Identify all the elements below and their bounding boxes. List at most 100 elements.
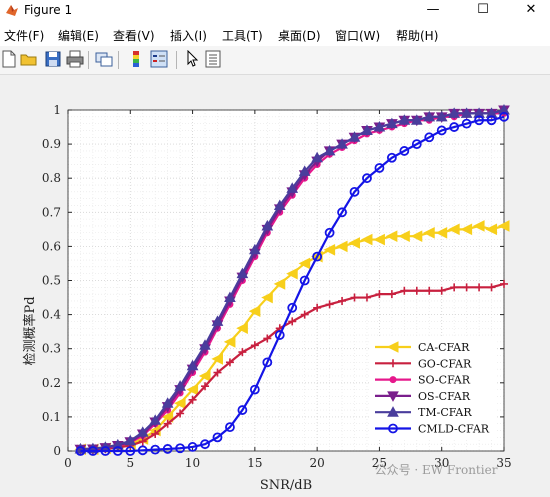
data-point — [485, 223, 498, 236]
data-point — [411, 139, 422, 149]
y-tick-label: 0.1 — [42, 410, 61, 424]
data-point — [375, 290, 384, 299]
data-point — [286, 182, 299, 193]
data-point — [436, 125, 447, 136]
data-point — [423, 110, 436, 122]
x-tick-label: 30 — [434, 456, 449, 470]
legend-marker — [386, 341, 399, 353]
data-point — [186, 383, 199, 396]
x-tick-label: 35 — [496, 456, 511, 470]
menu-insert[interactable]: 插入(I) — [170, 29, 207, 43]
legend-entry: SO-CFAR — [375, 374, 471, 387]
data-point — [112, 446, 123, 456]
data-point — [437, 286, 446, 295]
data-point — [425, 286, 434, 295]
legend-entry: GO-CFAR — [375, 357, 472, 370]
data-point — [211, 315, 224, 326]
y-tick-label: 0.8 — [42, 171, 61, 185]
x-tick-label: 20 — [310, 456, 325, 470]
data-point — [386, 117, 398, 129]
data-point — [410, 114, 423, 125]
save-icon[interactable] — [44, 50, 62, 68]
data-point — [348, 237, 361, 249]
link-plot-icon[interactable] — [95, 50, 113, 68]
legend-entry: CMLD-CFAR — [375, 423, 490, 436]
data-point — [225, 358, 234, 367]
data-point — [499, 111, 509, 122]
property-editor-icon[interactable] — [204, 50, 222, 68]
data-point — [298, 257, 311, 270]
data-point — [236, 322, 248, 335]
data-point — [485, 107, 498, 118]
data-point — [75, 446, 86, 456]
data-point — [238, 348, 247, 357]
maximize-button[interactable]: ☐ — [477, 2, 489, 17]
menu-desktop[interactable]: 桌面(D) — [278, 29, 321, 43]
series-cmld-cfar — [75, 111, 509, 456]
data-point — [350, 293, 359, 302]
data-point — [149, 414, 162, 425]
data-point — [473, 107, 485, 118]
data-point — [423, 226, 435, 239]
menu-file[interactable]: 文件(F) — [4, 29, 45, 43]
data-point — [435, 110, 448, 122]
y-tick-label: 1 — [53, 103, 61, 117]
data-point — [487, 283, 496, 292]
data-point — [212, 432, 223, 443]
data-point — [249, 243, 261, 255]
legend-label: TM-CFAR — [418, 406, 472, 419]
open-file-icon[interactable] — [20, 50, 38, 68]
x-axis-label: SNR/dB — [260, 478, 312, 493]
close-button[interactable]: ✕ — [525, 2, 537, 17]
data-point — [337, 207, 347, 218]
print-icon[interactable] — [66, 50, 84, 68]
data-point — [387, 290, 396, 299]
data-point — [338, 296, 347, 305]
data-point — [362, 293, 371, 302]
menu-help[interactable]: 帮助(H) — [396, 29, 439, 43]
watermark-text: 公众号 · EW Frontier — [375, 463, 498, 477]
data-point — [461, 118, 472, 129]
data-point — [286, 267, 298, 280]
data-point — [136, 426, 149, 437]
data-point — [385, 230, 398, 242]
data-point — [261, 219, 274, 231]
data-point — [348, 131, 361, 142]
menu-edit[interactable]: 编辑(E) — [58, 29, 99, 43]
menu-tools[interactable]: 工具(T) — [222, 29, 263, 43]
series-lines — [74, 103, 510, 456]
data-point — [224, 291, 236, 303]
data-point — [288, 317, 297, 326]
new-figure-icon[interactable] — [0, 50, 18, 68]
data-point — [249, 384, 260, 395]
data-point — [325, 300, 334, 309]
data-point — [273, 199, 286, 210]
data-point — [323, 244, 336, 256]
toolbar-separator — [118, 51, 119, 69]
x-tick-label: 10 — [185, 456, 200, 470]
data-point — [250, 341, 259, 350]
data-point — [474, 115, 484, 126]
data-point — [125, 446, 136, 456]
data-point — [223, 336, 236, 348]
pointer-icon[interactable] — [184, 50, 202, 68]
legend-entry: OS-CFAR — [375, 390, 471, 403]
data-point — [497, 220, 510, 232]
menu-window[interactable]: 窗口(W) — [335, 29, 381, 43]
legend-icon[interactable] — [150, 50, 168, 68]
data-point — [187, 442, 198, 452]
data-point — [175, 443, 186, 454]
data-point — [373, 233, 385, 246]
colorbar-icon[interactable] — [127, 50, 145, 68]
data-point — [460, 223, 473, 236]
menu-view[interactable]: 查看(V) — [113, 29, 155, 43]
data-point — [213, 368, 222, 377]
minimize-button[interactable]: — — [426, 2, 440, 17]
y-tick-label: 0.4 — [42, 308, 61, 322]
data-point — [198, 370, 211, 382]
data-point — [449, 122, 460, 132]
legend-box — [370, 336, 496, 440]
data-point — [349, 186, 360, 197]
data-point — [201, 382, 210, 391]
legend-label: OS-CFAR — [418, 390, 471, 403]
